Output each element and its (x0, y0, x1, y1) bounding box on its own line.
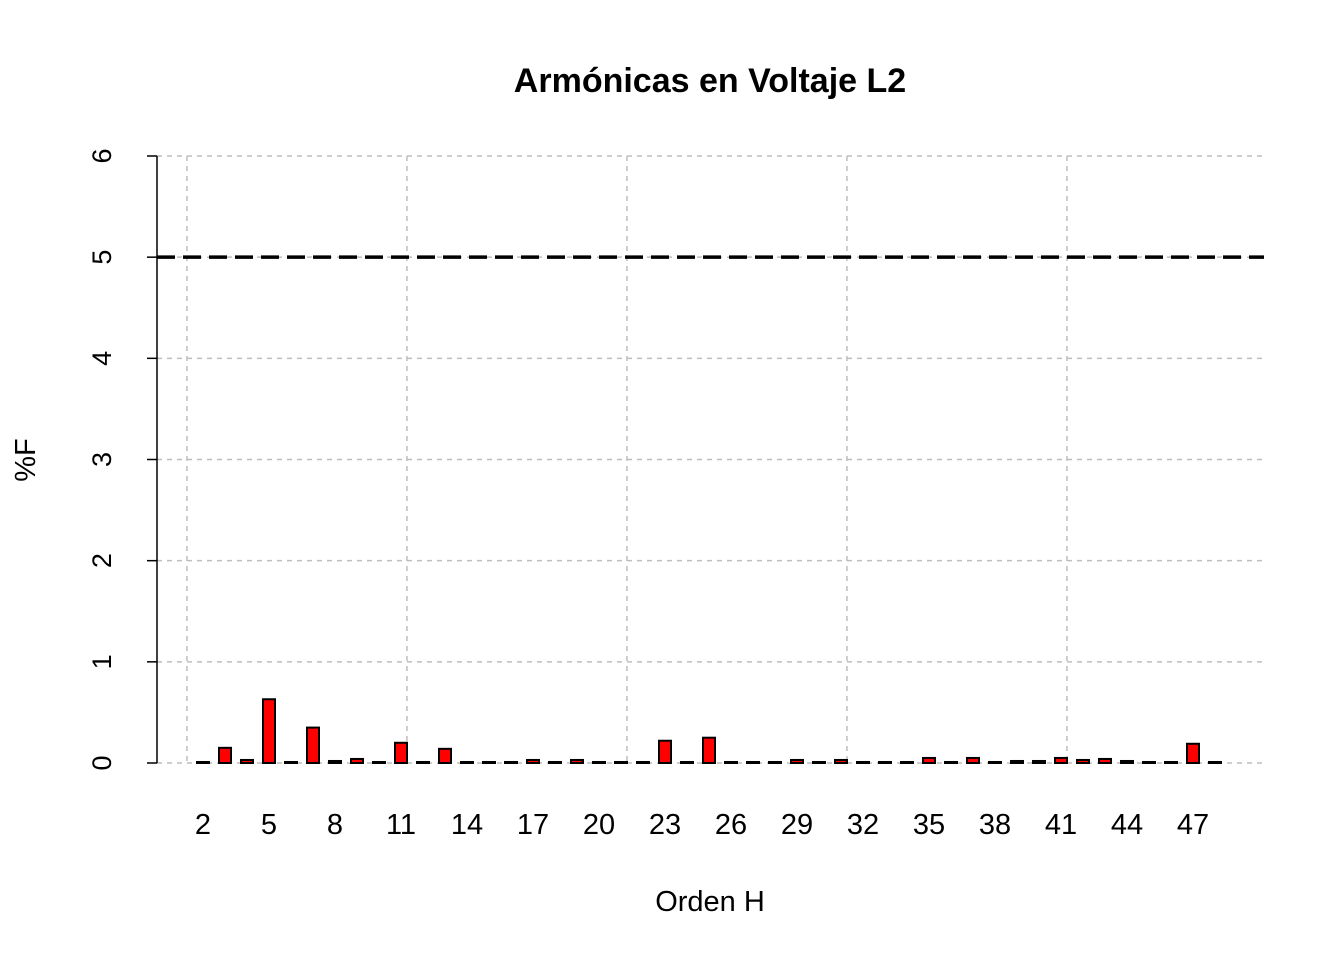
bar-h18 (548, 760, 562, 765)
bar-h31 (834, 758, 848, 765)
bar-h9 (350, 757, 364, 764)
bar-h38 (988, 760, 1002, 765)
x-tick-label: 23 (649, 809, 681, 841)
bar-h24 (680, 760, 694, 765)
bar-h29 (790, 758, 804, 765)
x-tick-label: 32 (847, 809, 879, 841)
x-tick-label: 11 (386, 809, 416, 841)
bar-h17 (526, 758, 540, 765)
bar-h8 (328, 759, 342, 765)
bar-h34 (900, 760, 914, 765)
y-tick-label: 5 (87, 250, 117, 265)
bar-h43 (1098, 757, 1112, 764)
x-tick-label: 35 (913, 809, 945, 841)
y-axis: 0 1 2 3 4 5 6 (87, 148, 158, 771)
bar-h41 (1054, 756, 1068, 764)
x-tick-label: 2 (195, 809, 211, 841)
bar-h46 (1164, 760, 1178, 765)
bar-h19 (570, 758, 584, 765)
bar-h32 (856, 760, 870, 765)
x-tick-label: 47 (1177, 809, 1209, 841)
bar-h14 (460, 760, 474, 765)
x-tick-label: 29 (781, 809, 813, 841)
bar-h22 (636, 760, 650, 765)
bar-h4 (240, 758, 254, 765)
bar-h12 (416, 760, 430, 765)
bar-h3 (218, 746, 232, 765)
bar-h7 (306, 726, 320, 765)
bar-h40 (1032, 759, 1046, 765)
bar-h33 (878, 760, 892, 765)
bar-h13 (438, 747, 452, 765)
bar-h48 (1208, 760, 1222, 765)
bar-h10 (372, 760, 386, 765)
bar-h23 (658, 739, 672, 765)
bar-h2 (196, 760, 210, 765)
y-tick-label: 6 (87, 148, 117, 163)
x-tick-label: 38 (979, 809, 1011, 841)
x-tick-label: 17 (517, 809, 549, 841)
bar-h16 (504, 760, 518, 765)
chart-title: Armónicas en Voltaje L2 (514, 62, 906, 100)
x-tick-label: 26 (715, 809, 747, 841)
grid (157, 155, 1264, 764)
x-tick-label: 8 (327, 809, 343, 841)
bar-h47 (1186, 742, 1200, 764)
bar-h20 (592, 760, 606, 765)
y-tick-label: 3 (87, 452, 117, 467)
bar-h6 (284, 760, 298, 765)
bar-h36 (944, 760, 958, 765)
bar-h25 (702, 736, 716, 764)
bars (196, 698, 1222, 765)
y-axis-label: %F (10, 438, 42, 482)
x-tick-label: 20 (583, 809, 615, 841)
bar-h45 (1142, 760, 1156, 765)
bar-h11 (394, 741, 408, 764)
x-tick-label: 14 (451, 809, 483, 841)
y-tick-label: 0 (87, 755, 117, 770)
bar-h21 (614, 760, 628, 765)
bar-h37 (966, 756, 980, 764)
x-axis: 2 5 8 11 14 17 20 23 26 29 32 35 38 41 44 47 (195, 809, 1209, 841)
bar-h39 (1010, 759, 1024, 765)
bar-h42 (1076, 758, 1090, 765)
y-tick-label: 1 (87, 654, 117, 669)
bar-h30 (812, 760, 826, 765)
bar-h27 (746, 760, 760, 765)
x-tick-label: 41 (1045, 809, 1077, 841)
bar-h35 (922, 756, 936, 764)
bar-h5 (262, 698, 276, 765)
y-tick-label: 4 (87, 351, 117, 366)
x-axis-label: Orden H (655, 886, 765, 918)
y-tick-label: 2 (87, 553, 117, 568)
bar-h15 (482, 760, 496, 765)
bar-h44 (1120, 759, 1134, 765)
x-tick-label: 44 (1111, 809, 1143, 841)
bar-h28 (768, 760, 782, 765)
x-tick-label: 5 (261, 809, 277, 841)
bar-h26 (724, 760, 738, 765)
